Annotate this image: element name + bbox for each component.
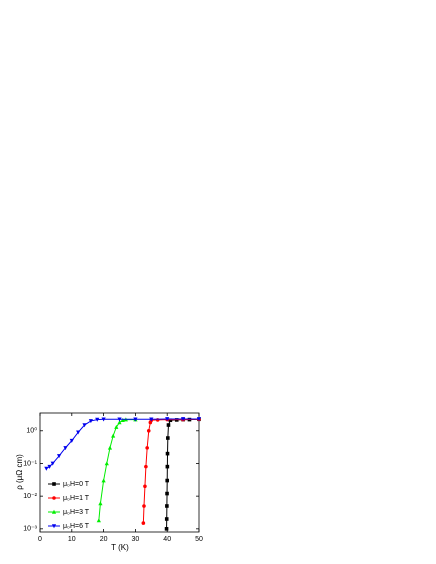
- marker: [101, 417, 106, 422]
- x-tick-label: 40: [163, 536, 171, 543]
- marker: [88, 419, 93, 424]
- marker: [63, 446, 68, 451]
- marker: [95, 417, 100, 422]
- marker: [166, 436, 170, 440]
- marker: [165, 504, 169, 508]
- marker: [69, 438, 74, 443]
- marker: [165, 478, 169, 483]
- marker: [166, 423, 171, 427]
- marker: [101, 478, 106, 483]
- marker: [133, 417, 138, 422]
- series-line: [98, 419, 136, 521]
- marker: [165, 417, 170, 422]
- marker: [52, 482, 56, 486]
- marker: [76, 430, 81, 435]
- legend-label: μ₀H=1 T: [63, 495, 90, 502]
- marker: [165, 491, 169, 496]
- plot-frame: [39, 412, 200, 533]
- marker: [111, 433, 116, 438]
- marker: [44, 466, 49, 471]
- legend-label: μ₀H=6 T: [63, 523, 90, 530]
- marker: [51, 509, 57, 514]
- y-tick-label: 10⁻¹: [23, 460, 37, 467]
- x-tick-label: 20: [100, 536, 108, 543]
- marker: [142, 504, 146, 508]
- marker: [47, 464, 52, 469]
- y-tick-label: 10⁰: [26, 427, 37, 435]
- marker: [114, 424, 119, 429]
- legend-label: μ₀H=3 T: [63, 509, 90, 516]
- series-line: [46, 418, 199, 469]
- marker: [50, 461, 55, 466]
- marker: [143, 484, 147, 489]
- y-axis-title: ρ (μΩ cm): [15, 454, 24, 490]
- marker: [164, 527, 169, 531]
- y-tick-label: 10⁻³: [23, 526, 37, 533]
- marker: [181, 417, 186, 422]
- marker: [144, 464, 148, 469]
- marker: [145, 446, 149, 450]
- marker: [141, 521, 146, 525]
- marker: [56, 454, 62, 459]
- marker: [146, 428, 151, 433]
- marker: [149, 417, 154, 422]
- marker: [165, 451, 170, 456]
- marker: [52, 496, 56, 500]
- y-tick-label: 10⁻²: [23, 493, 37, 500]
- marker: [51, 524, 57, 529]
- marker: [196, 417, 202, 422]
- x-axis-title: T (K): [111, 543, 129, 552]
- marker: [117, 417, 122, 422]
- marker: [107, 445, 113, 450]
- legend-label: μ₀H=0 T: [63, 481, 90, 488]
- x-tick-label: 30: [132, 536, 140, 543]
- marker: [120, 418, 125, 423]
- series-line: [142, 418, 200, 524]
- x-tick-label: 50: [195, 536, 203, 543]
- marker: [98, 501, 103, 506]
- x-tick-label: 10: [68, 536, 76, 543]
- marker: [82, 423, 87, 428]
- marker: [96, 518, 101, 523]
- series-line: [166, 418, 200, 529]
- marker: [168, 418, 173, 423]
- x-tick-label: 0: [38, 536, 42, 543]
- marker: [104, 461, 109, 466]
- marker: [164, 517, 169, 521]
- marker: [117, 420, 122, 425]
- marker: [165, 464, 170, 469]
